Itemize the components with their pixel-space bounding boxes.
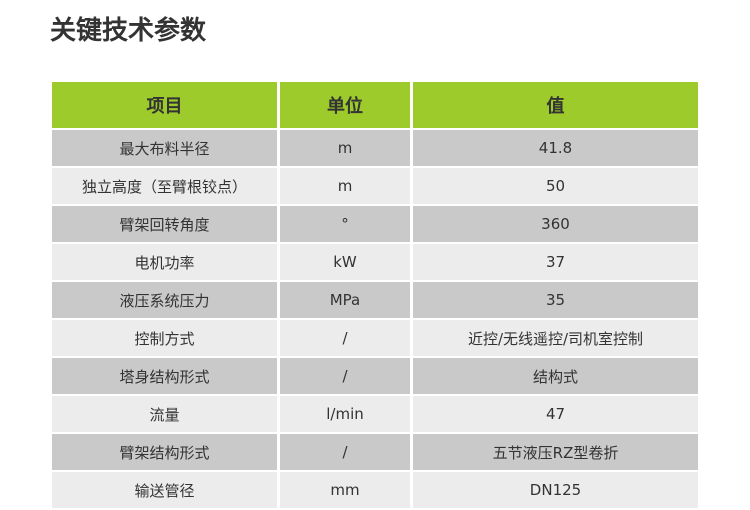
param-name: 电机功率 [52,244,277,280]
page-title: 关键技术参数 [50,16,207,46]
param-name: 控制方式 [52,320,277,356]
param-name: 塔身结构形式 [52,358,277,394]
table-row: 液压系统压力 MPa 35 [52,282,698,318]
param-name: 液压系统压力 [52,282,277,318]
table-row: 臂架结构形式 / 五节液压RZ型卷折 [52,434,698,470]
param-value: 35 [413,282,698,318]
param-unit: m [280,130,410,166]
table-row: 最大布料半径 m 41.8 [52,130,698,166]
param-name: 独立高度（至臂根铰点） [52,168,277,204]
param-value: 50 [413,168,698,204]
table-row: 控制方式 / 近控/无线遥控/司机室控制 [52,320,698,356]
spec-table: 项目 单位 值 最大布料半径 m 41.8 独立高度（至臂根铰点） m 50 臂架回转角度 °… [49,80,701,510]
param-value: 47 [413,396,698,432]
table-row: 塔身结构形式 / 结构式 [52,358,698,394]
param-name: 臂架结构形式 [52,434,277,470]
param-unit: ° [280,206,410,242]
param-value: 五节液压RZ型卷折 [413,434,698,470]
param-unit: MPa [280,282,410,318]
header-unit: 单位 [280,82,410,128]
param-unit: / [280,320,410,356]
param-name: 流量 [52,396,277,432]
param-value: 360 [413,206,698,242]
param-unit: mm [280,472,410,508]
param-unit: l/min [280,396,410,432]
param-name: 输送管径 [52,472,277,508]
param-name: 臂架回转角度 [52,206,277,242]
param-value: 37 [413,244,698,280]
param-value: 41.8 [413,130,698,166]
table-row: 电机功率 kW 37 [52,244,698,280]
header-value: 值 [413,82,698,128]
table-row: 独立高度（至臂根铰点） m 50 [52,168,698,204]
param-name: 最大布料半径 [52,130,277,166]
param-value: 结构式 [413,358,698,394]
param-unit: / [280,358,410,394]
table-row: 输送管径 mm DN125 [52,472,698,508]
param-value: DN125 [413,472,698,508]
param-unit: / [280,434,410,470]
param-unit: m [280,168,410,204]
header-item: 项目 [52,82,277,128]
table-row: 流量 l/min 47 [52,396,698,432]
param-value: 近控/无线遥控/司机室控制 [413,320,698,356]
param-unit: kW [280,244,410,280]
table-row: 臂架回转角度 ° 360 [52,206,698,242]
